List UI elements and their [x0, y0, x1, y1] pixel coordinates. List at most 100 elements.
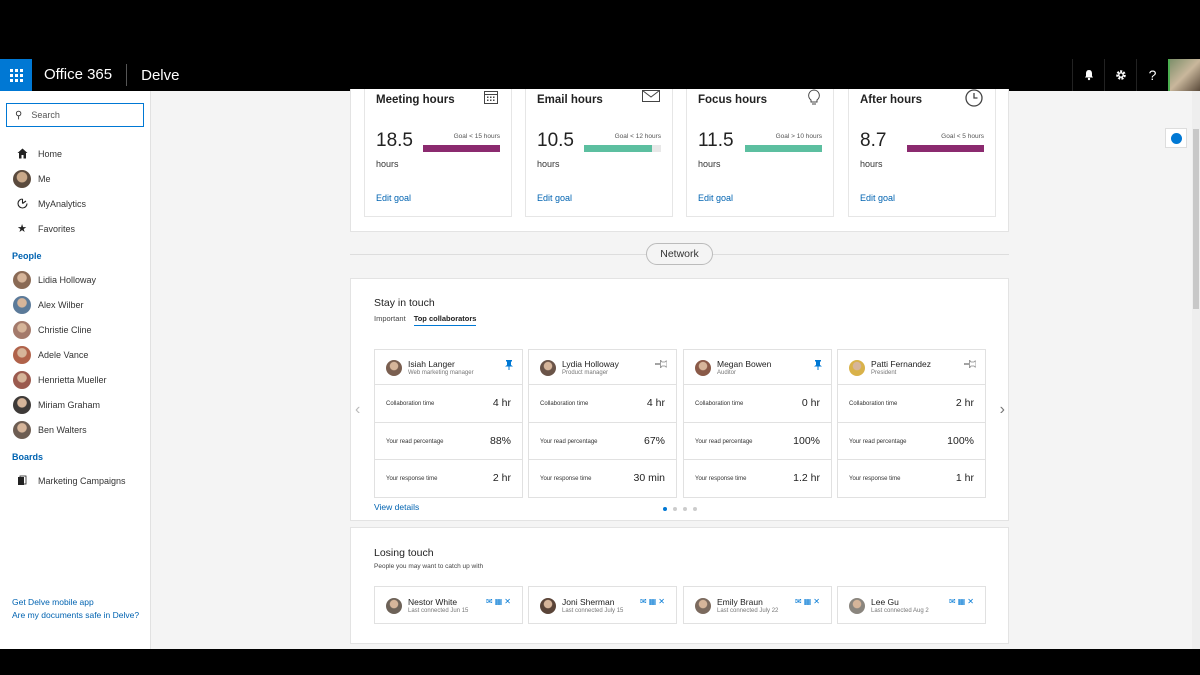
- collaborator-role: Auditor: [717, 370, 737, 376]
- edit-goal-link[interactable]: Edit goal: [860, 193, 896, 203]
- calendar-icon[interactable]: ▦: [494, 597, 505, 606]
- unpinned-icon[interactable]: [654, 358, 668, 371]
- stat-row-your-read-percentage: Your read percentage 67%: [529, 423, 676, 460]
- stat-label: Collaboration time: [849, 401, 898, 407]
- collaborator-card-lydia-holloway[interactable]: Lydia Holloway Product manager Collaborati…: [528, 349, 677, 498]
- boards-heading[interactable]: Boards: [12, 452, 44, 462]
- home-icon: [14, 146, 30, 162]
- stat-value: 4 hr: [492, 397, 511, 409]
- last-connected-text: Last connected July 15: [562, 608, 624, 614]
- search-input[interactable]: ⚲ Search: [6, 103, 144, 127]
- sidebar-item-henrietta-mueller[interactable]: Henrietta Mueller: [0, 367, 151, 392]
- losing-touch-card-lee-gu[interactable]: Lee Gu Last connected Aug 2 ✉▦✕: [837, 586, 986, 624]
- documents-safe-link[interactable]: Are my documents safe in Delve?: [12, 610, 140, 620]
- losing-touch-card-emily-braun[interactable]: Emily Braun Last connected July 22 ✉▦✕: [683, 586, 832, 624]
- metric-progress-bar: [745, 145, 822, 152]
- avatar: [386, 360, 402, 376]
- tab-top-collaborators[interactable]: Top collaborators: [413, 314, 477, 326]
- losing-touch-card-nestor-white[interactable]: Nestor White Last connected Jun 15 ✉▦✕: [374, 586, 523, 624]
- losing-touch-card-joni-sherman[interactable]: Joni Sherman Last connected July 15 ✉▦✕: [528, 586, 677, 624]
- page-dot[interactable]: [663, 507, 667, 511]
- sidebar-item-home[interactable]: Home: [0, 141, 151, 166]
- people-heading[interactable]: People: [12, 251, 42, 261]
- board-icon: [14, 473, 30, 489]
- calendar-icon[interactable]: ▦: [648, 597, 659, 606]
- sidebar-item-marketing-campaigns[interactable]: Marketing Campaigns: [0, 468, 151, 493]
- sidebar-footer: Get Delve mobile app Are my documents sa…: [12, 596, 139, 622]
- mail-icon[interactable]: ✉: [640, 597, 649, 606]
- collaborator-card-isiah-langer[interactable]: Isiah Langer Web marketing manager Collabo…: [374, 349, 523, 498]
- collaborator-card-megan-bowen[interactable]: Megan Bowen Auditor Collaboration time 0 hr…: [683, 349, 832, 498]
- user-avatar[interactable]: [1168, 59, 1200, 91]
- main-content: Meeting hours 18.5 hours Goal < 15 hours Edi…: [152, 89, 1192, 649]
- help-icon[interactable]: ?: [1136, 59, 1168, 91]
- close-icon[interactable]: ✕: [967, 597, 976, 606]
- gear-icon[interactable]: [1104, 59, 1136, 91]
- view-details-link[interactable]: View details: [374, 502, 420, 512]
- page-dot[interactable]: [683, 507, 687, 511]
- page-dot[interactable]: [693, 507, 697, 511]
- calendar-icon[interactable]: ▦: [803, 597, 814, 606]
- sidebar-item-label: Ben Walters: [38, 424, 87, 435]
- sidebar-item-ben-walters[interactable]: Ben Walters: [0, 417, 151, 442]
- sidebar-item-lidia-holloway[interactable]: Lidia Holloway: [0, 267, 151, 292]
- collaborator-name: Lydia Holloway: [562, 359, 619, 369]
- app-launcher-icon[interactable]: [0, 59, 32, 91]
- sidebar-item-label: Home: [38, 148, 63, 159]
- sidebar-item-myanalytics[interactable]: MyAnalytics: [0, 191, 151, 216]
- stay-in-touch-tabs: Important Top collaborators: [374, 314, 484, 326]
- stat-label: Your response time: [695, 476, 747, 482]
- sidebar-item-label: Marketing Campaigns: [38, 475, 126, 486]
- edit-goal-link[interactable]: Edit goal: [698, 193, 734, 203]
- tab-important[interactable]: Important: [374, 314, 406, 323]
- app-title[interactable]: Delve: [141, 66, 180, 84]
- metric-card-after-hours: After hours 8.7 hours Goal < 5 hours Edit go…: [848, 89, 996, 217]
- avatar: [13, 169, 31, 188]
- sidebar-item-me[interactable]: Me: [0, 166, 151, 191]
- unpinned-icon[interactable]: [963, 358, 977, 371]
- stat-row-your-read-percentage: Your read percentage 100%: [838, 423, 985, 460]
- bell-icon[interactable]: [1072, 59, 1104, 91]
- collaborator-role: Web marketing manager: [408, 370, 474, 376]
- sidebar: ⚲ Search Home Me MyAnalytics ★: [0, 91, 151, 649]
- metric-value: 10.5: [537, 130, 574, 151]
- collaborator-header: Megan Bowen Auditor: [684, 350, 831, 385]
- network-section-label[interactable]: Network: [646, 243, 713, 265]
- avatar: [695, 598, 711, 614]
- stat-value: 1.2 hr: [793, 472, 820, 484]
- scrollbar[interactable]: [1192, 91, 1200, 649]
- office365-brand[interactable]: Office 365: [32, 64, 128, 86]
- mail-icon[interactable]: ✉: [949, 597, 958, 606]
- sidebar-item-favorites[interactable]: ★ Favorites: [0, 216, 151, 241]
- edit-goal-link[interactable]: Edit goal: [537, 193, 573, 203]
- close-icon[interactable]: ✕: [504, 597, 513, 606]
- avatar: [13, 295, 31, 314]
- mail-icon[interactable]: ✉: [795, 597, 804, 606]
- sidebar-item-alex-wilber[interactable]: Alex Wilber: [0, 292, 151, 317]
- pinned-icon[interactable]: [814, 360, 822, 373]
- mail-icon[interactable]: ✉: [486, 597, 495, 606]
- metric-title: Email hours: [537, 94, 603, 106]
- metric-progress-bar: [907, 145, 984, 152]
- collaborator-card-patti-fernandez[interactable]: Patti Fernandez President Collaboration ti…: [837, 349, 986, 498]
- sidebar-item-adele-vance[interactable]: Adele Vance: [0, 342, 151, 367]
- page-dot[interactable]: [673, 507, 677, 511]
- close-icon[interactable]: ✕: [813, 597, 822, 606]
- metric-unit: hours: [537, 159, 560, 169]
- stat-row-your-read-percentage: Your read percentage 100%: [684, 423, 831, 460]
- metric-goal: Goal < 15 hours: [453, 133, 500, 140]
- close-icon[interactable]: ✕: [658, 597, 667, 606]
- scroll-thumb[interactable]: [1193, 129, 1199, 309]
- stat-row-your-response-time: Your response time 1.2 hr: [684, 460, 831, 498]
- edit-goal-link[interactable]: Edit goal: [376, 193, 412, 203]
- mobile-app-link[interactable]: Get Delve mobile app: [12, 597, 94, 607]
- sidebar-item-miriam-graham[interactable]: Miriam Graham: [0, 392, 151, 417]
- chevron-right-icon[interactable]: ›: [999, 401, 1005, 418]
- sidebar-item-christie-cline[interactable]: Christie Cline: [0, 317, 151, 342]
- stat-label: Your read percentage: [386, 438, 444, 445]
- calendar-icon[interactable]: ▦: [957, 597, 968, 606]
- stat-label: Your read percentage: [540, 438, 598, 445]
- pinned-icon[interactable]: [505, 360, 513, 373]
- feedback-smiley-icon[interactable]: [1165, 128, 1187, 148]
- chevron-left-icon[interactable]: ‹: [355, 401, 361, 418]
